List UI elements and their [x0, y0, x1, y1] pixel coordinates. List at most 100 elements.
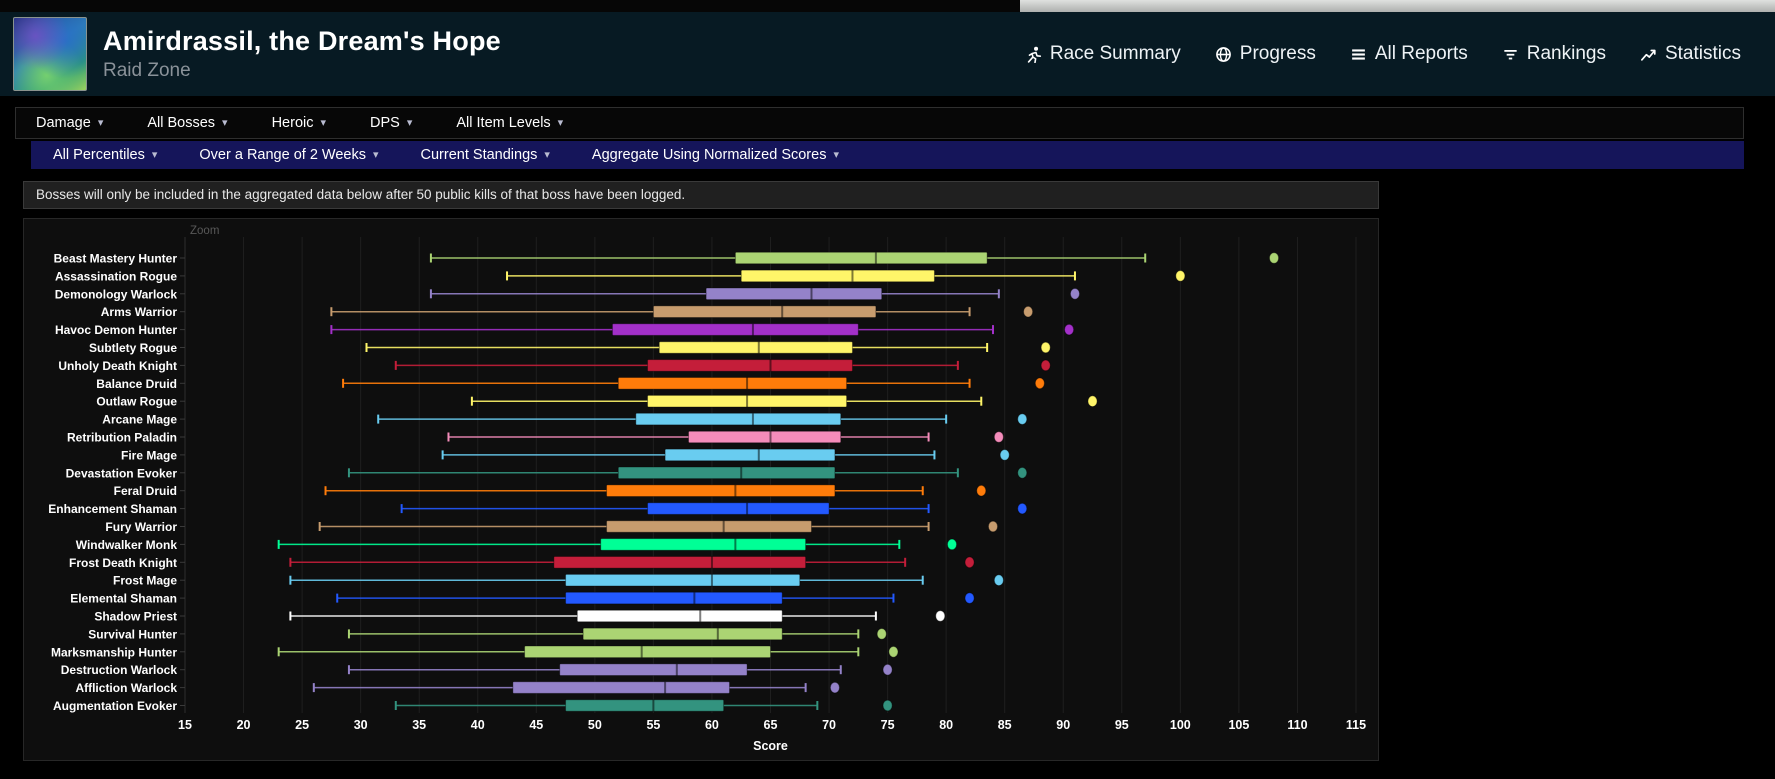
x-tick-label: 95 — [1115, 718, 1129, 732]
zone-title-block: Amirdrassil, the Dream's Hope Raid Zone — [103, 26, 501, 82]
box — [600, 538, 807, 551]
filter-dropdown-all-bosses[interactable]: All Bosses ▾ — [147, 115, 227, 131]
box — [647, 502, 830, 515]
list-icon — [1350, 46, 1367, 63]
x-tick-label: 65 — [764, 718, 778, 732]
boxplot-row[interactable]: Fire Mage — [121, 448, 1010, 462]
outlier-point — [829, 681, 841, 694]
boxplot-svg[interactable]: 15 20 25 30 35 40 45 50 55 60 65 70 75 80 85 90 95 100 105… — [24, 219, 1378, 760]
box — [576, 609, 783, 623]
boxplot-row[interactable]: Beast Mastery Hunter — [54, 252, 1280, 266]
outlier-point — [1064, 323, 1075, 336]
box — [647, 359, 853, 372]
spec-label: Beast Mastery Hunter — [54, 252, 178, 266]
boxplot-row[interactable]: Arms Warrior — [101, 305, 1034, 319]
boxplot-row[interactable]: Outlaw Rogue — [96, 395, 1098, 409]
spec-label: Marksmanship Hunter — [51, 645, 177, 659]
chevron-down-icon: ▾ — [222, 116, 228, 129]
boxplot-chart[interactable]: 15 20 25 30 35 40 45 50 55 60 65 70 75 80 85 90 95 100 105… — [23, 218, 1379, 761]
box — [565, 591, 783, 605]
filter-dropdown-over-a-range-of-2-weeks[interactable]: Over a Range of 2 Weeks ▾ — [199, 147, 378, 163]
box — [524, 645, 771, 659]
boxplot-row[interactable]: Elemental Shaman — [70, 591, 975, 606]
boxplot-row[interactable]: Marksmanship Hunter — [51, 645, 899, 659]
filter-dropdown-all-item-levels[interactable]: All Item Levels ▾ — [456, 115, 563, 131]
filter-dropdown-current-standings[interactable]: Current Standings ▾ — [421, 147, 550, 163]
nav-item-label: Statistics — [1664, 43, 1741, 64]
boxplot-row[interactable]: Destruction Warlock — [61, 663, 893, 677]
spec-label: Feral Druid — [114, 484, 177, 498]
box — [606, 520, 812, 533]
box — [688, 430, 842, 444]
page-subtitle: Raid Zone — [103, 60, 191, 81]
filter-dropdown-aggregate-using-normalized-scores[interactable]: Aggregate Using Normalized Scores ▾ — [592, 147, 839, 163]
boxplot-row[interactable]: Frost Death Knight — [69, 556, 975, 570]
chevron-down-icon: ▾ — [544, 148, 550, 161]
filter-dropdown-label: Over a Range of 2 Weeks — [199, 147, 366, 163]
boxplot-row[interactable]: Demonology Warlock — [55, 287, 1081, 301]
outlier-point — [882, 699, 893, 712]
boxplot-row[interactable]: Fury Warrior — [105, 520, 999, 534]
spec-label: Devastation Evoker — [66, 466, 178, 480]
boxplot-row[interactable]: Enhancement Shaman — [48, 502, 1028, 516]
x-tick-label: 85 — [998, 718, 1012, 732]
outlier-point — [1175, 270, 1186, 282]
x-tick-label: 35 — [412, 718, 426, 732]
spec-label: Shadow Priest — [94, 610, 177, 624]
spec-label: Survival Hunter — [88, 627, 177, 641]
filter-dropdown-heroic[interactable]: Heroic ▾ — [272, 115, 326, 131]
x-tick-label: 55 — [646, 718, 660, 732]
browser-scrollbar-strip — [1020, 0, 1775, 12]
nav-item-label: Progress — [1239, 43, 1316, 64]
nav-item-rankings[interactable]: Rankings — [1502, 43, 1606, 65]
x-tick-label: 15 — [178, 718, 192, 732]
boxplot-row[interactable]: Unholy Death Knight — [58, 359, 1051, 373]
primary-filter-bar: Damage ▾ All Bosses ▾ Heroic ▾ DPS ▾ All Item Le… — [15, 107, 1744, 139]
boxplot-row[interactable]: Arcane Mage — [102, 413, 1028, 427]
stats-icon — [1640, 46, 1657, 63]
boxplot-row[interactable]: Affliction Warlock — [75, 681, 841, 695]
boxplot-row[interactable]: Shadow Priest — [94, 609, 946, 624]
box — [664, 448, 836, 462]
chevron-down-icon: ▾ — [406, 116, 413, 129]
boxplot-row[interactable]: Feral Druid — [114, 484, 987, 498]
filter-dropdown-label: Current Standings — [420, 147, 538, 163]
outlier-point — [993, 574, 1004, 587]
boxplot-row[interactable]: Subtlety Rogue — [89, 341, 1051, 355]
boxplot-row[interactable]: Balance Druid — [96, 377, 1045, 391]
x-tick-label: 110 — [1287, 718, 1307, 732]
spec-label: Assassination Rogue — [55, 269, 177, 283]
filter-dropdown-damage[interactable]: Damage ▾ — [36, 115, 103, 131]
outlier-point — [935, 610, 946, 622]
outlier-point — [976, 484, 987, 497]
x-tick-label: 20 — [237, 718, 251, 732]
boxplot-row[interactable]: Windwalker Monk — [76, 538, 958, 552]
spec-label: Fire Mage — [121, 448, 177, 462]
outlier-point — [964, 592, 975, 605]
runner-icon — [1025, 46, 1042, 63]
page-title: Amirdrassil, the Dream's Hope — [103, 26, 501, 56]
box — [606, 484, 836, 497]
x-tick-label: 100 — [1170, 718, 1191, 732]
boxplot-row[interactable]: Augmentation Evoker — [53, 699, 893, 713]
nav-item-progress[interactable]: Progress — [1215, 43, 1316, 65]
boxplot-row[interactable]: Frost Mage — [113, 574, 1004, 588]
nav-item-statistics[interactable]: Statistics — [1640, 43, 1741, 65]
outlier-point — [987, 520, 999, 533]
boxplot-row[interactable]: Havoc Demon Hunter — [55, 323, 1075, 337]
box — [559, 663, 748, 676]
nav-item-all-reports[interactable]: All Reports — [1350, 43, 1468, 65]
boxplot-row[interactable]: Survival Hunter — [88, 627, 887, 641]
filter-dropdown-label: Heroic — [271, 115, 314, 131]
boxplot-row[interactable]: Assassination Rogue — [55, 269, 1186, 283]
filter-dropdown-dps[interactable]: DPS ▾ — [370, 115, 412, 131]
outlier-point — [1017, 466, 1028, 479]
outlier-point — [1087, 395, 1098, 408]
outlier-point — [1268, 252, 1280, 264]
filter-dropdown-all-percentiles[interactable]: All Percentiles ▾ — [53, 147, 157, 163]
nav-item-race-summary[interactable]: Race Summary — [1025, 43, 1181, 65]
x-tick-label: 105 — [1228, 718, 1249, 732]
boxplot-row[interactable]: Devastation Evoker — [66, 466, 1028, 480]
spec-label: Balance Druid — [96, 377, 177, 391]
boxplot-row[interactable]: Retribution Paladin — [67, 430, 1004, 445]
